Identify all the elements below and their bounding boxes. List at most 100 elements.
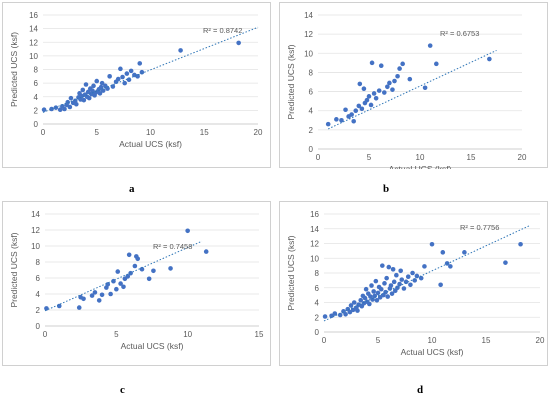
y-tick-label: 4 [309, 107, 314, 116]
y-tick-label: 6 [309, 88, 314, 97]
data-point [518, 241, 523, 247]
data-point [68, 95, 74, 101]
data-point [105, 86, 110, 91]
data-point [236, 40, 241, 46]
data-point [139, 69, 145, 75]
chart-panel-a: 0 2 4 6 8 10 12 14 16 0 5 10 15 20 Actual UCS (ksf) Pre… [2, 2, 271, 168]
y-tick-label: 6 [315, 284, 320, 293]
data-point [128, 68, 134, 74]
data-point [376, 88, 382, 93]
data-point [394, 272, 399, 278]
y-tick-label: 2 [34, 106, 39, 115]
y-tick-label: 16 [29, 11, 38, 20]
data-point [422, 85, 428, 91]
data-point [339, 117, 344, 123]
data-point [91, 83, 96, 89]
y-tick-label: 10 [310, 254, 319, 263]
y-axis-title: Predicted UCS (ksf) [9, 232, 19, 307]
data-point [367, 301, 372, 307]
data-point [387, 80, 392, 86]
data-point [99, 292, 105, 298]
data-point [399, 277, 405, 282]
y-tick-label: 12 [31, 226, 40, 235]
data-point [364, 97, 370, 103]
y-tick-label: 16 [310, 210, 319, 219]
data-point [395, 285, 400, 291]
data-point [81, 97, 87, 103]
scatter-chart-a: 0 2 4 6 8 10 12 14 16 0 5 10 15 20 Actual UCS (ksf) Pre… [9, 11, 263, 149]
data-point [122, 80, 127, 86]
data-point [366, 94, 372, 99]
data-point [343, 312, 348, 317]
data-point [440, 250, 446, 255]
y-axis-title: Predicted UCS (ksf) [286, 235, 296, 310]
data-point [356, 103, 362, 109]
data-point [334, 117, 339, 122]
data-point [203, 249, 209, 254]
data-point [351, 300, 357, 305]
x-tick-label: 15 [200, 128, 209, 137]
trendline [323, 225, 530, 322]
data-point [108, 291, 113, 297]
data-point [83, 82, 89, 87]
data-point [382, 281, 387, 286]
y-tick-label: 0 [309, 145, 314, 154]
data-point [385, 84, 390, 90]
y-tick-label: 14 [31, 210, 40, 219]
y-tick-label: 10 [304, 49, 313, 58]
trendline [42, 26, 259, 113]
data-point [74, 101, 79, 107]
y-tick-label: 4 [315, 299, 320, 308]
x-tick-label: 5 [95, 128, 100, 137]
x-tick-label: 20 [518, 153, 527, 162]
x-tick-label: 5 [376, 336, 381, 345]
data-point [369, 60, 375, 66]
data-point [115, 269, 121, 274]
data-point [44, 306, 49, 311]
data-point [349, 112, 354, 117]
data-point [408, 282, 413, 288]
data-point [125, 274, 131, 279]
data-point [348, 303, 354, 308]
data-point [361, 86, 367, 91]
y-tick-label: 2 [36, 306, 41, 315]
y-axis-title: Predicted UCS (ksf) [286, 44, 296, 119]
chart-panel-c: 0 2 4 6 8 10 12 14 0 5 10 15 Actual UCS (ksf) Predict… [2, 201, 271, 366]
x-tick-label: 0 [43, 330, 48, 339]
data-point [373, 95, 379, 101]
data-point [126, 77, 132, 83]
scatter-chart-c: 0 2 4 6 8 10 12 14 0 5 10 15 Actual UCS (ksf) Predict… [9, 210, 264, 351]
data-point [386, 264, 392, 270]
data-point [107, 74, 112, 79]
data-point [374, 297, 380, 303]
data-point [124, 71, 130, 76]
data-point [382, 90, 387, 95]
r-squared-label: R² = 0.6753 [440, 29, 479, 38]
data-point [434, 61, 439, 67]
x-axis-title: Actual UCS (ksf) [401, 347, 464, 357]
y-tick-label: 2 [315, 313, 320, 322]
y-tick-label: 12 [304, 30, 313, 39]
y-tick-label: 14 [29, 25, 38, 34]
data-point [41, 107, 47, 112]
data-point [487, 56, 492, 62]
data-point [357, 81, 363, 87]
x-tick-label: 5 [367, 153, 372, 162]
data-point [350, 307, 356, 313]
data-point [343, 107, 348, 113]
y-tick-label: 4 [36, 290, 41, 299]
x-axis-title: Actual UCS (ksf) [121, 341, 184, 351]
y-tick-label: 8 [309, 68, 314, 77]
chart-panel-d: 0 2 4 6 8 10 12 14 16 0 5 10 15 20 Actual UCS (ksf) Pre… [279, 201, 548, 366]
y-axis-title: Predicted UCS (ksf) [9, 32, 19, 107]
x-axis-title: Actual UCS (ksf) [389, 164, 452, 169]
data-point [56, 303, 62, 309]
r-squared-label: R² = 0.7756 [460, 223, 499, 232]
data-point [410, 270, 415, 276]
data-point [371, 91, 377, 96]
panel-label-c: c [120, 384, 125, 396]
data-point [418, 275, 424, 281]
data-point [105, 282, 111, 287]
data-point [401, 286, 407, 291]
data-point [118, 281, 123, 286]
